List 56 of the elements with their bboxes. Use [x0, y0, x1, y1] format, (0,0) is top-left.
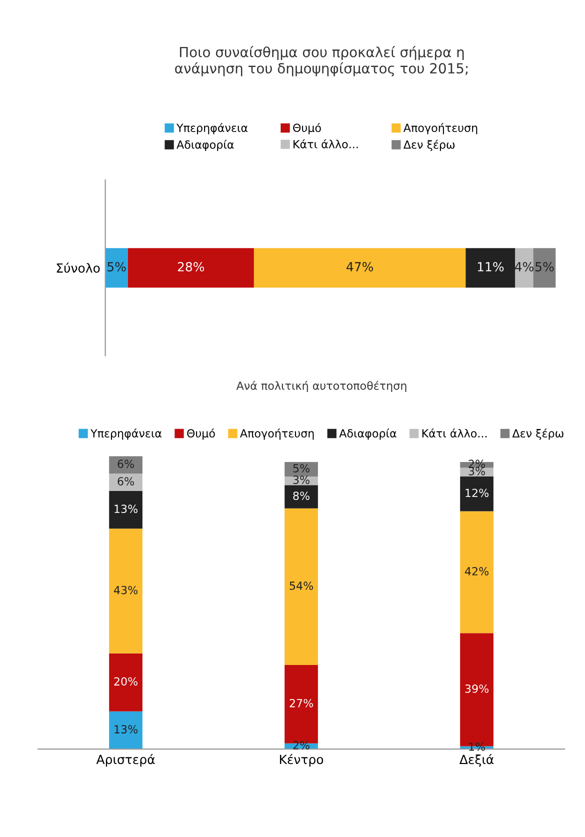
data-label: 20%: [114, 677, 138, 686]
bar: [466, 248, 516, 288]
bar: [109, 528, 142, 654]
data-label: 4%: [514, 262, 534, 272]
bar: [460, 511, 494, 634]
data-label: 12%: [466, 488, 489, 498]
bar: [109, 490, 142, 529]
bar: [460, 476, 494, 512]
legend-label: Δεν ξέρω: [403, 140, 455, 151]
x-tick-label: Κέντρο: [280, 754, 324, 767]
data-label: 5%: [108, 262, 126, 272]
legend-label: Απογοήτευση: [403, 122, 478, 134]
data-label: 43%: [114, 586, 138, 594]
legend-label: Θυμό: [187, 428, 215, 440]
legend-label: Κάτι άλλο...: [422, 428, 487, 438]
data-label: 42%: [464, 567, 489, 576]
data-label: 28%: [178, 262, 204, 272]
bar: [109, 653, 142, 712]
data-label: 3%: [293, 476, 310, 484]
data-label: 27%: [290, 698, 314, 708]
data-label: 13%: [114, 725, 138, 734]
x-tick-label: Δεξιά: [460, 754, 494, 767]
data-label: 2%: [293, 741, 310, 750]
bar: [284, 462, 318, 476]
bar: [515, 248, 534, 288]
bar: [284, 508, 318, 665]
legend-label: Κάτι άλλο...: [294, 139, 358, 148]
legend-label: Αδιαφορία: [339, 428, 396, 440]
x-tick-label: Αριστερά: [96, 754, 155, 767]
bar: [128, 248, 254, 288]
legend-label: Αδιαφορία: [176, 140, 234, 151]
y-tick-label: Σύνολο: [56, 262, 100, 273]
chart-title: Ανά πολιτική αυτοτοποθέτηση: [236, 380, 406, 392]
data-label: 39%: [465, 684, 489, 693]
data-label: 6%: [118, 477, 134, 486]
data-label: 6%: [118, 460, 134, 468]
data-label: 8%: [293, 492, 310, 500]
bar: [254, 248, 466, 288]
data-label: 13%: [114, 504, 138, 514]
data-label: 47%: [346, 262, 374, 272]
legend-label: Υπερηφάνεια: [176, 122, 248, 134]
chart-title: Ποιο συναίσθημα σου προκαλεί σήμερα η ανάμνηση του δημοψηφίσματος του 2015;: [175, 46, 468, 76]
bar: [533, 248, 556, 288]
data-label: 5%: [293, 464, 310, 472]
bar: [109, 456, 142, 474]
legend-label: Θυμό: [293, 122, 321, 134]
data-label: 54%: [290, 582, 314, 590]
data-label: 5%: [536, 262, 554, 272]
legend-label: Υπερηφάνεια: [90, 428, 162, 440]
bar: [105, 248, 128, 288]
bar: [284, 485, 318, 508]
bar: [109, 711, 142, 750]
data-label: 11%: [478, 262, 504, 272]
legend-label: Δεν ξέρω: [512, 428, 564, 440]
legend-label: Απογοήτευση: [240, 428, 314, 440]
bar: [109, 474, 142, 491]
